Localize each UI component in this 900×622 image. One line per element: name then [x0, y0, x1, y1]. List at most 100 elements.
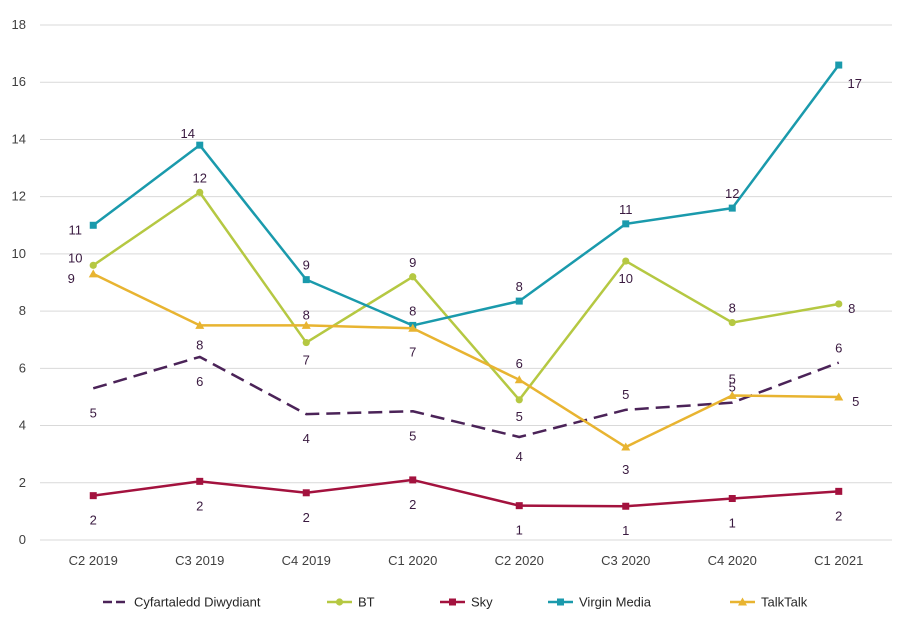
data-label-sky: 2 [409, 497, 416, 512]
y-tick-label: 14 [12, 131, 26, 146]
data-point-bt [196, 188, 204, 196]
data-point-bt [835, 300, 843, 308]
data-point-virgin-media [622, 220, 630, 228]
x-tick-label: C4 2019 [282, 553, 331, 568]
data-point-bt [409, 273, 417, 281]
x-tick-label: C2 2020 [495, 553, 544, 568]
data-point-virgin-media [196, 141, 204, 149]
data-label-virgin-media: 17 [848, 76, 862, 91]
data-point-virgin-media [515, 297, 523, 305]
y-tick-label: 4 [19, 418, 26, 433]
data-label-cyfartaledd-diwydiant: 6 [196, 374, 203, 389]
data-point-talktalk [514, 375, 524, 384]
data-label-sky: 1 [729, 516, 736, 531]
legend: Cyfartaledd Diwydiant BT Sky Virgin Media Ta… [103, 595, 808, 610]
data-label-talktalk: 9 [68, 271, 75, 286]
data-label-cyfartaledd-diwydiant: 4 [516, 449, 523, 464]
data-point-virgin-media [728, 204, 736, 212]
data-label-bt: 8 [729, 301, 736, 316]
data-label-talktalk: 3 [622, 462, 629, 477]
data-label-bt: 8 [848, 301, 855, 316]
legend-item-virgin-media: Virgin Media [548, 595, 652, 610]
data-label-sky: 1 [622, 523, 629, 538]
data-point-sky [409, 476, 417, 484]
series-bt [89, 188, 843, 404]
data-label-talktalk: 8 [303, 307, 310, 322]
y-axis-tick-labels: 0 2 4 6 8 10 12 14 16 18 [12, 17, 26, 547]
data-point-talktalk [408, 323, 418, 332]
series-talktalk [88, 269, 844, 451]
gridlines [40, 24, 892, 541]
data-point-bt [89, 261, 97, 269]
data-label-talktalk: 7 [409, 344, 416, 359]
y-tick-label: 8 [19, 303, 26, 318]
series-line-cyfartaledd-diwydiant [92, 355, 840, 439]
legend-item-cyfartaledd-diwydiant: Cyfartaledd Diwydiant [103, 595, 261, 610]
data-label-virgin-media: 14 [181, 126, 195, 141]
x-axis-tick-labels: C2 2019 C3 2019 C4 2019 C1 2020 C2 2020 C3 20… [69, 553, 864, 568]
data-point-talktalk [727, 391, 737, 400]
legend-label: TalkTalk [761, 595, 808, 610]
data-label-bt: 9 [409, 255, 416, 270]
data-point-sky [622, 502, 630, 510]
y-tick-label: 12 [12, 189, 26, 204]
data-label-bt: 5 [516, 409, 523, 424]
y-tick-label: 6 [19, 360, 26, 375]
data-label-bt: 10 [68, 250, 82, 265]
legend-item-sky: Sky [440, 595, 493, 610]
data-label-cyfartaledd-diwydiant: 6 [835, 341, 842, 356]
data-label-sky: 2 [835, 508, 842, 523]
legend-marker [557, 598, 564, 606]
series-sky [89, 476, 843, 510]
series-line-bt [92, 191, 839, 402]
data-label-cyfartaledd-diwydiant: 5 [90, 405, 97, 420]
data-point-sky [728, 495, 736, 503]
data-label-sky: 1 [516, 523, 523, 538]
legend-item-bt: BT [327, 595, 375, 610]
data-label-talktalk: 5 [729, 372, 736, 387]
data-point-talktalk [88, 269, 98, 278]
data-label-virgin-media: 8 [516, 279, 523, 294]
data-label-talktalk: 8 [196, 337, 203, 352]
series-line-talktalk [92, 272, 839, 449]
series-line-virgin-media [92, 64, 840, 327]
legend-label: Virgin Media [579, 595, 652, 610]
data-label-virgin-media: 11 [69, 222, 83, 237]
data-label-cyfartaledd-diwydiant: 5 [409, 428, 416, 443]
data-point-sky [89, 492, 97, 500]
data-point-talktalk [621, 442, 631, 451]
y-tick-label: 10 [12, 246, 26, 261]
data-point-sky [515, 502, 523, 510]
data-label-virgin-media: 11 [619, 202, 633, 217]
data-point-sky [302, 489, 310, 497]
data-label-cyfartaledd-diwydiant: 5 [729, 380, 736, 395]
data-label-virgin-media: 12 [725, 186, 739, 201]
x-tick-label: C1 2020 [388, 553, 437, 568]
legend-marker [738, 597, 747, 606]
x-tick-label: C4 2020 [708, 553, 757, 568]
data-label-talktalk: 6 [516, 356, 523, 371]
data-point-bt [622, 257, 630, 265]
data-point-virgin-media [89, 221, 97, 229]
data-label-virgin-media: 8 [409, 303, 416, 318]
data-point-talktalk [301, 320, 311, 329]
data-label-talktalk: 5 [852, 394, 859, 409]
data-label-virgin-media: 9 [303, 258, 310, 273]
data-label-bt: 12 [193, 170, 207, 185]
legend-label: BT [358, 595, 375, 610]
data-point-sky [196, 477, 204, 485]
legend-marker [335, 598, 344, 606]
x-tick-label: C3 2019 [175, 553, 224, 568]
y-tick-label: 16 [12, 74, 26, 89]
x-tick-label: C2 2019 [69, 553, 118, 568]
data-point-virgin-media [835, 61, 843, 69]
data-point-talktalk [195, 320, 205, 329]
y-tick-label: 0 [19, 532, 26, 547]
data-label-sky: 2 [303, 510, 310, 525]
data-label-bt: 7 [303, 353, 310, 368]
legend-item-talktalk: TalkTalk [730, 595, 808, 610]
x-tick-label: C3 2020 [601, 553, 650, 568]
data-point-sky [835, 487, 843, 495]
